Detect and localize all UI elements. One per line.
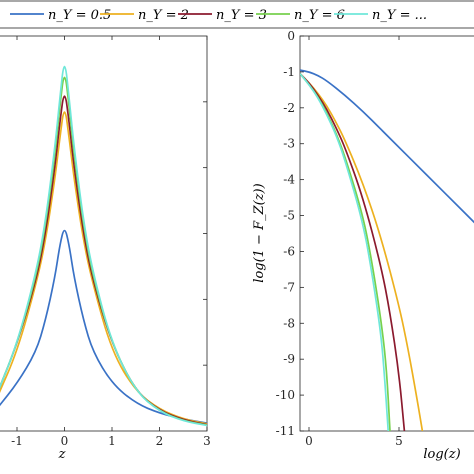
right-series-line-0 xyxy=(300,69,474,224)
right-y-tick-label: 0 xyxy=(287,29,295,43)
legend-label-4: n_Y = ... xyxy=(372,8,427,23)
right-y-tick-label: -5 xyxy=(283,209,295,223)
left-series-line-4 xyxy=(0,65,207,427)
right-y-tick-label: -1 xyxy=(283,65,295,79)
left-series-line-0 xyxy=(0,229,207,424)
right-y-tick-label: -6 xyxy=(283,244,295,258)
legend-box xyxy=(0,0,474,29)
left-series-line-2 xyxy=(0,95,207,426)
left-axes-box xyxy=(0,35,208,432)
right-y-tick-label: -4 xyxy=(283,173,295,187)
left-x-tick-label: 1 xyxy=(108,434,116,448)
right-y-tick-label: -2 xyxy=(283,101,295,115)
legend: n_Y = 0.5 n_Y = 2 n_Y = 3 n_Y = 6 n_Y = ... xyxy=(0,0,474,29)
left-series-line-3 xyxy=(0,76,207,426)
legend-label-0: n_Y = 0.5 xyxy=(48,8,111,23)
right-x-axis-label: log(z) xyxy=(423,447,460,462)
left-panel: -1 0 1 2 3 z xyxy=(0,35,211,462)
left-x-tick-label: 0 xyxy=(61,434,69,448)
right-panel: 0 5 0 -1 -2 -3 -4 -5 -6 -7 -8 -9 -10 -11 log(z) log(1… xyxy=(252,29,474,462)
right-y-tick-label: -3 xyxy=(283,137,295,151)
left-x-tick-label: -1 xyxy=(11,434,23,448)
right-series-line-1 xyxy=(300,73,424,431)
right-series-line-4 xyxy=(300,73,390,431)
right-x-tick-label: 0 xyxy=(305,434,313,448)
right-y-tick-label: -9 xyxy=(283,352,295,366)
right-y-axis-label: log(1 − F_Z(z)) xyxy=(252,183,267,282)
left-series-line-1 xyxy=(0,111,207,425)
right-y-tick-label: -10 xyxy=(276,388,295,402)
left-x-axis-label: z xyxy=(58,447,66,462)
legend-label-3: n_Y = 6 xyxy=(294,8,345,23)
left-x-tick-label: 2 xyxy=(156,434,164,448)
legend-label-2: n_Y = 3 xyxy=(216,8,267,23)
left-x-tick-label: 3 xyxy=(203,434,211,448)
right-x-tick-label: 5 xyxy=(395,434,403,448)
right-y-tick-label: -8 xyxy=(283,316,295,330)
legend-label-1: n_Y = 2 xyxy=(138,8,189,23)
right-y-tick-label: -11 xyxy=(276,424,295,438)
right-series-line-2 xyxy=(300,73,406,431)
right-y-tick-label: -7 xyxy=(283,280,295,294)
